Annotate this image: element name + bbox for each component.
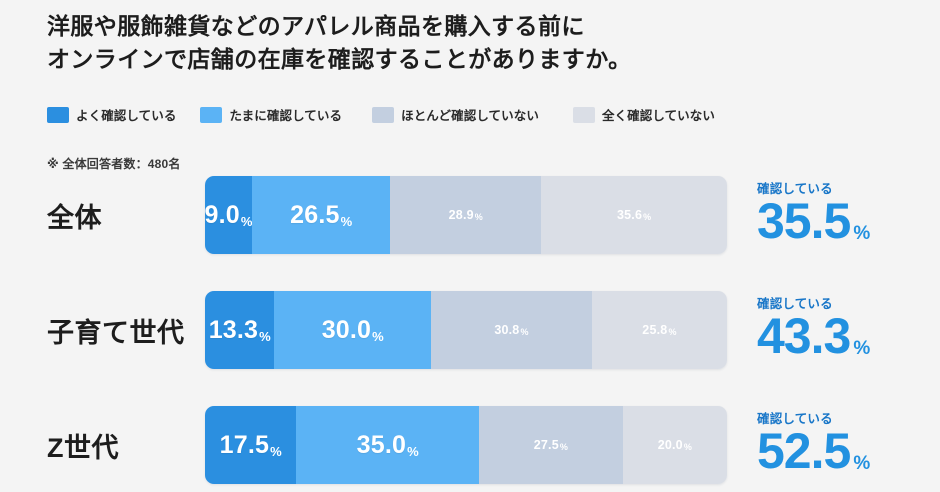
row-category-label: 子育て世代 [47, 317, 185, 348]
bar-segment-value: 9.0 [205, 200, 240, 229]
bar-segment: 35.6% [541, 176, 727, 254]
bar-segment-value: 17.5 [219, 430, 270, 459]
bar-segment-value: 25.8 [642, 323, 668, 337]
bar-segment: 25.8% [591, 291, 727, 369]
summary-value: 52.5 [757, 423, 851, 479]
legend-item-label: よく確認している [76, 109, 177, 123]
bar-segment-value: 28.9 [448, 208, 474, 222]
bar-segment: 17.5% [205, 406, 297, 484]
bar-segment: 30.0% [274, 291, 432, 369]
title-line-1: 洋服や服飾雑貨などのアパレル商品を購入する前に [47, 13, 585, 39]
respondent-count-note: ※ 全体回答者数：480名 [47, 157, 181, 171]
bar-segment-value: 35.0 [356, 430, 407, 459]
summary-value: 43.3 [757, 308, 851, 364]
bar-segment: 28.9% [390, 176, 542, 254]
bar-segment: 13.3% [205, 291, 275, 369]
page-title: 洋服や服飾雑貨などのアパレル商品を購入する前に オンラインで店舗の在庫を確認する… [47, 10, 907, 76]
legend-swatch-icon [372, 106, 395, 123]
bar-segment-percent-symbol: % [340, 213, 353, 229]
summary-caption: 確認している [757, 412, 833, 426]
summary-percent-symbol: % [853, 337, 871, 359]
bar-segment-percent-symbol: % [372, 328, 384, 344]
chart-row: Z世代 17.5% 35.0% 27.5% 20.0% 確認している 52.5% [0, 406, 940, 492]
bar-segment: 27.5% [479, 406, 623, 484]
legend-item: ほとんど確認していない [372, 105, 539, 124]
summary-caption: 確認している [757, 182, 833, 196]
legend-swatch-icon [572, 106, 595, 123]
bar-segment-percent-symbol: % [270, 443, 282, 459]
bar-segment-percent-symbol: % [474, 212, 483, 222]
bar-segment-percent-symbol: % [240, 213, 253, 229]
row-category-label: 全体 [47, 202, 102, 233]
bar-segment-percent-symbol: % [259, 328, 271, 344]
legend-swatch-icon [47, 106, 69, 123]
legend-item-label: ほとんど確認していない [401, 109, 539, 123]
bar-segment-value: 26.5 [290, 200, 340, 229]
bar-segment-value: 30.8 [494, 323, 520, 337]
summary-percent-symbol: % [853, 452, 871, 474]
row-category-label: Z世代 [47, 432, 119, 463]
bar-segment: 30.8% [431, 291, 592, 369]
row-summary: 確認している 43.3% [757, 293, 937, 361]
legend-swatch-icon [200, 106, 223, 123]
stacked-bar: 17.5% 35.0% 27.5% 20.0% [205, 406, 727, 484]
stacked-bar: 13.3% 30.0% 30.8% 25.8% [205, 291, 727, 369]
bar-segment: 20.0% [622, 406, 727, 484]
summary-value-wrap: 35.5% [757, 193, 937, 249]
bar-segment-value: 27.5 [533, 438, 559, 452]
legend-item: たまに確認している [200, 105, 342, 124]
summary-value-wrap: 52.5% [757, 423, 937, 479]
legend-item: 全く確認していない [572, 105, 715, 124]
legend-item-label: たまに確認している [229, 109, 343, 123]
bar-segment-percent-symbol: % [643, 212, 652, 222]
bar-segment-percent-symbol: % [559, 442, 568, 452]
bar-segment-value: 35.6 [616, 208, 643, 222]
summary-caption: 確認している [757, 297, 833, 311]
summary-percent-symbol: % [853, 222, 871, 244]
bar-segment: 35.0% [296, 406, 480, 484]
stacked-bar: 9.0% 26.5% 28.9% 35.6% [205, 176, 727, 254]
bar-segment-value: 20.0 [657, 438, 683, 452]
row-summary: 確認している 52.5% [757, 408, 937, 476]
bar-segment-percent-symbol: % [520, 327, 529, 337]
bar-segment: 9.0% [205, 176, 252, 254]
bar-segment-value: 30.0 [321, 315, 372, 344]
chart-row: 全体 9.0% 26.5% 28.9% 35.6% 確認している 35.5% [0, 176, 940, 291]
legend-item-label: 全く確認していない [601, 109, 715, 123]
bar-segment-percent-symbol: % [407, 443, 419, 459]
bar-segment-value: 13.3 [208, 315, 259, 344]
chart-row: 子育て世代 13.3% 30.0% 30.8% 25.8% 確認している 43.3% [0, 291, 940, 406]
bar-segment-percent-symbol: % [683, 442, 692, 452]
bar-segment-percent-symbol: % [668, 327, 677, 337]
legend-item: よく確認している [47, 105, 176, 124]
title-line-2: オンラインで店舗の在庫を確認することがありますか。 [47, 46, 632, 72]
bar-segment: 26.5% [251, 176, 391, 254]
chart-legend: よく確認している たまに確認している ほとんど確認していない 全く確認していない [47, 105, 739, 124]
summary-value: 35.5 [757, 193, 851, 249]
chart-rows: 全体 9.0% 26.5% 28.9% 35.6% 確認している 35.5% 子育て世代 13.… [0, 176, 940, 492]
row-summary: 確認している 35.5% [757, 178, 937, 246]
summary-value-wrap: 43.3% [757, 308, 937, 364]
